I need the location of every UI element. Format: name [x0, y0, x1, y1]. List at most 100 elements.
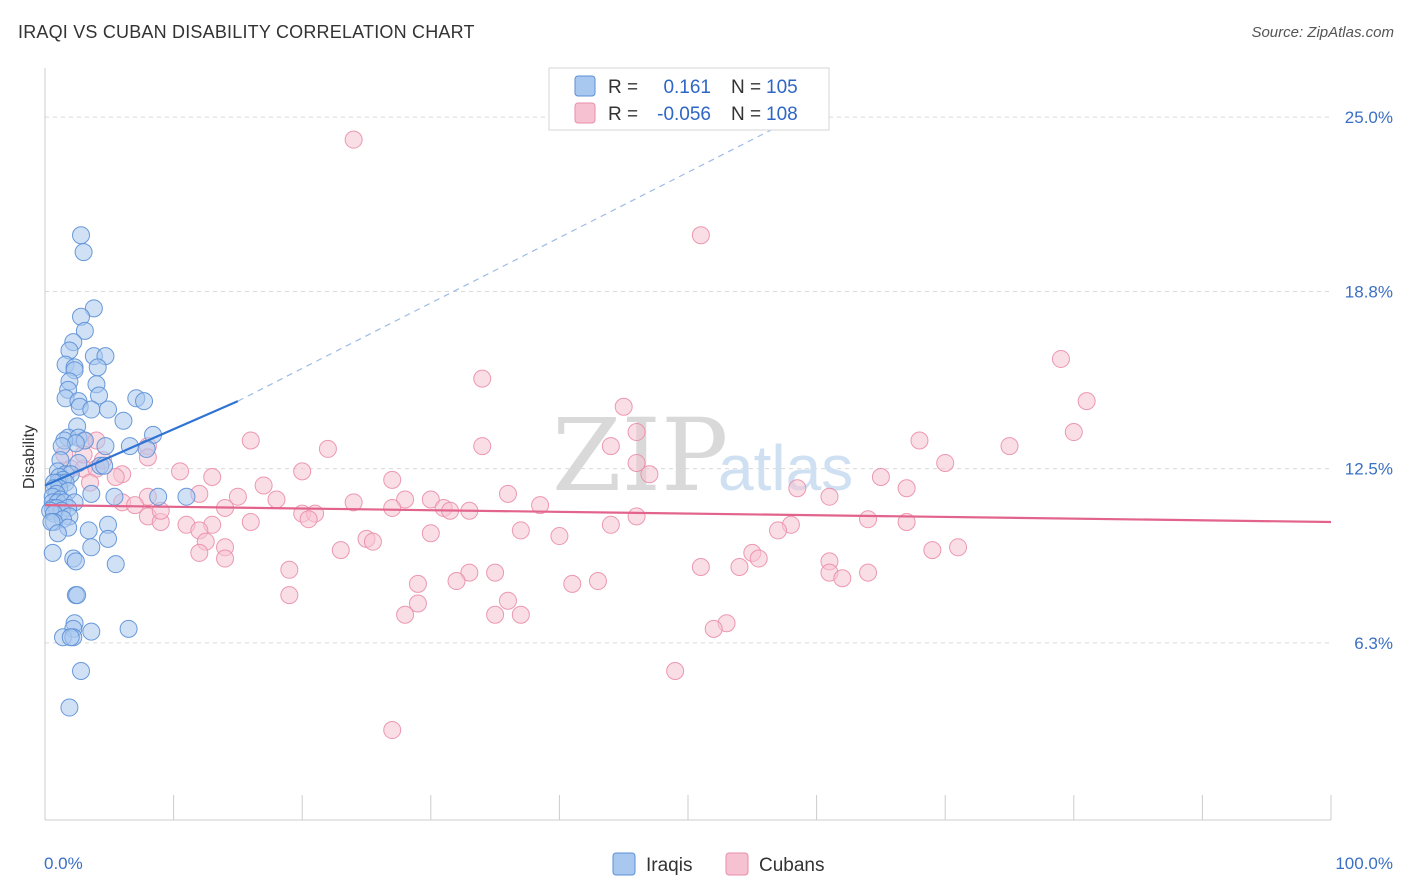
- data-points: [41, 130, 1096, 740]
- axes: [44, 68, 1332, 821]
- point-iraqis-52: [82, 484, 101, 503]
- series-legend-label-cubans: Cubans: [759, 855, 825, 876]
- point-iraqis-74: [79, 521, 98, 540]
- point-iraqis-0: [72, 226, 91, 245]
- point-cubans-26: [203, 468, 222, 487]
- point-cubans-89: [280, 586, 299, 605]
- point-cubans-61: [769, 521, 788, 540]
- point-iraqis-1: [74, 243, 93, 262]
- point-cubans-87: [563, 574, 582, 593]
- point-cubans-78: [730, 557, 749, 576]
- point-iraqis-11: [88, 358, 107, 377]
- point-cubans-20: [936, 453, 955, 472]
- chart-title: IRAQI VS CUBAN DISABILITY CORRELATION CH…: [18, 22, 475, 42]
- x-tick-label-min: 0.0%: [44, 854, 83, 873]
- point-cubans-91: [408, 594, 427, 613]
- point-cubans-107: [531, 496, 550, 515]
- point-cubans-27: [383, 470, 402, 489]
- point-cubans-2: [1051, 349, 1070, 368]
- series-legend-label-iraqis: Iraqis: [646, 855, 692, 876]
- point-cubans-77: [691, 557, 710, 576]
- legend-n-value-iraqis: 105: [766, 77, 798, 98]
- point-iraqis-2: [84, 299, 103, 318]
- point-cubans-41: [344, 493, 363, 512]
- legend-n-label-cubans: N =: [731, 104, 761, 125]
- legend-n-value-cubans: 108: [766, 104, 798, 125]
- point-cubans-88: [588, 572, 607, 591]
- point-cubans-14: [318, 439, 337, 458]
- point-cubans-10: [241, 431, 260, 450]
- legend-n-label-iraqis: N =: [731, 77, 761, 98]
- point-iraqis-77: [82, 538, 101, 557]
- point-cubans-66: [363, 532, 382, 551]
- y-tick-label-0: 25.0%: [1345, 108, 1393, 127]
- point-cubans-37: [396, 490, 415, 509]
- point-cubans-0: [344, 130, 363, 149]
- watermark: ZIP atlas: [552, 397, 853, 514]
- trend-line-iraqis-extension: [237, 99, 830, 402]
- point-iraqis-81: [106, 555, 125, 574]
- point-iraqis-80: [66, 552, 85, 571]
- x-tick-labels: 0.0% 100.0%: [44, 854, 1393, 873]
- chart-source: Source: ZipAtlas.com: [1251, 24, 1394, 41]
- point-iraqis-57: [177, 487, 196, 506]
- point-cubans-7: [1064, 423, 1083, 442]
- y-axis-title: Disability: [21, 425, 38, 489]
- point-cubans-80: [833, 569, 852, 588]
- point-cubans-86: [408, 574, 427, 593]
- x-tick-label-max: 100.0%: [1335, 854, 1393, 873]
- point-cubans-96: [704, 619, 723, 638]
- point-cubans-64: [550, 527, 569, 546]
- point-cubans-90: [498, 591, 517, 610]
- point-iraqis-87: [82, 622, 101, 641]
- legend-swatch-iraqis: [574, 75, 596, 97]
- point-cubans-19: [627, 453, 646, 472]
- point-cubans-83: [460, 563, 479, 582]
- point-cubans-36: [228, 487, 247, 506]
- point-iraqis-23: [99, 400, 118, 419]
- point-iraqis-78: [43, 543, 62, 562]
- y-tick-label-2: 12.5%: [1345, 460, 1393, 479]
- point-cubans-3: [473, 369, 492, 388]
- point-iraqis-22: [82, 400, 101, 419]
- point-cubans-98: [383, 721, 402, 740]
- point-cubans-94: [511, 605, 530, 624]
- point-cubans-76: [216, 549, 235, 568]
- point-cubans-1: [691, 226, 710, 245]
- point-cubans-106: [788, 479, 807, 498]
- point-iraqis-16: [90, 386, 109, 405]
- point-iraqis-19: [135, 392, 154, 411]
- point-cubans-30: [254, 476, 273, 495]
- point-cubans-53: [897, 513, 916, 531]
- point-cubans-85: [447, 572, 466, 591]
- point-cubans-57: [241, 513, 260, 531]
- point-cubans-52: [859, 510, 878, 529]
- series-legend-swatch-iraqis: [612, 852, 636, 876]
- point-cubans-60: [511, 521, 530, 540]
- correlation-legend: R = 0.161 N = 105 R = -0.056 N = 108: [548, 67, 830, 131]
- point-cubans-4: [1077, 392, 1096, 411]
- point-cubans-50: [627, 507, 646, 526]
- point-cubans-6: [627, 423, 646, 442]
- point-cubans-32: [498, 484, 517, 503]
- series-legend-swatch-cubans: [725, 852, 749, 876]
- point-cubans-71: [923, 541, 942, 560]
- y-tick-label-3: 6.3%: [1354, 634, 1393, 653]
- point-cubans-15: [473, 437, 492, 456]
- point-cubans-92: [396, 605, 415, 624]
- point-cubans-16: [601, 437, 620, 456]
- grid-lines: [45, 116, 1331, 644]
- point-cubans-73: [190, 543, 209, 562]
- point-cubans-69: [331, 541, 350, 560]
- point-cubans-28: [871, 468, 890, 487]
- point-iraqis-4: [75, 321, 94, 340]
- point-cubans-38: [421, 490, 440, 509]
- point-cubans-93: [486, 605, 505, 624]
- point-iraqis-83: [68, 586, 87, 605]
- point-iraqis-56: [149, 487, 168, 506]
- point-cubans-58: [601, 515, 620, 534]
- point-cubans-39: [267, 490, 286, 509]
- point-iraqis-92: [60, 698, 79, 717]
- point-cubans-11: [910, 431, 929, 450]
